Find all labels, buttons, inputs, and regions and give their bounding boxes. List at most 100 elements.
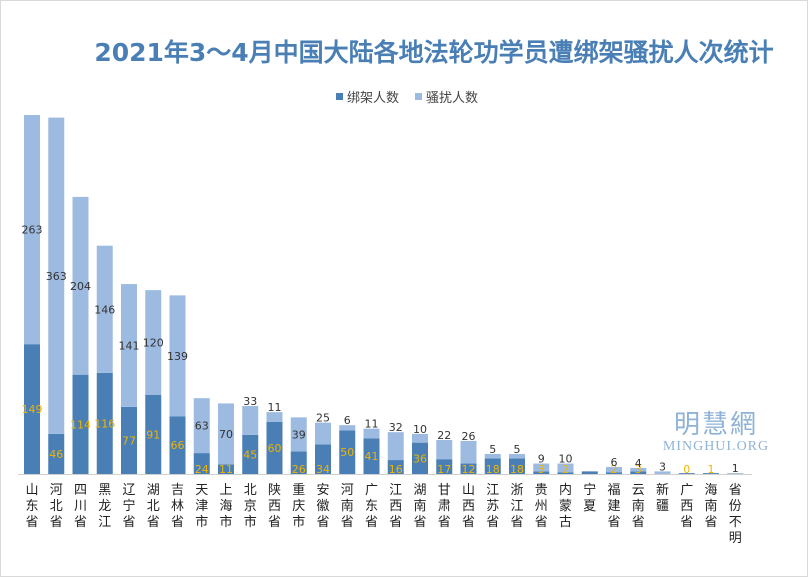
category-label-char: 苏 — [486, 498, 499, 514]
data-label-harassed: 3 — [659, 460, 666, 473]
category-label-char: 市 — [219, 514, 232, 530]
data-label-abducted: 116 — [94, 417, 115, 430]
data-label-abducted: 77 — [122, 434, 136, 447]
category-label-char: 不 — [729, 515, 742, 530]
data-label-abducted: 149 — [22, 403, 43, 416]
bar-harassed — [557, 463, 574, 473]
data-label-harassed: 141 — [119, 339, 140, 352]
category-label-char: 山 — [462, 483, 475, 498]
category-label-char: 西 — [389, 499, 402, 514]
category-label-char: 河 — [341, 483, 354, 498]
data-label-abducted: 11 — [219, 463, 233, 476]
bar-harassed — [145, 290, 162, 395]
category-label-char: 省 — [729, 483, 742, 498]
data-label-harassed: 11 — [268, 401, 282, 414]
bar-harassed — [48, 117, 65, 434]
category-label-char: 黑 — [98, 483, 111, 498]
watermark-cn: 明慧網 — [673, 410, 758, 440]
data-label-harassed: 5 — [489, 443, 496, 456]
category-label-char: 庆 — [292, 499, 305, 514]
bar-harassed — [266, 412, 283, 422]
category-label-char: 湖 — [413, 483, 426, 498]
category-label-char: 省 — [438, 515, 451, 530]
data-label-abducted: 114 — [70, 418, 91, 431]
category-label-char: 北 — [50, 499, 63, 514]
category-label-char: 徽 — [316, 499, 329, 514]
category-label-char: 广 — [680, 483, 693, 498]
bar-abducted — [678, 473, 695, 474]
bar-abducted — [218, 464, 234, 474]
category-label-char: 省 — [389, 515, 402, 530]
data-label-harassed: 1 — [732, 462, 739, 475]
data-label-abducted: 26 — [292, 463, 306, 476]
data-label-abducted: 24 — [195, 463, 209, 476]
category-label-char: 省 — [268, 515, 281, 530]
data-label-abducted: 3 — [635, 463, 642, 476]
data-label-abducted: 45 — [243, 448, 257, 461]
bar-harassed — [96, 245, 113, 373]
data-label-abducted: 12 — [462, 463, 476, 476]
data-label-harassed: 70 — [219, 428, 233, 441]
category-label-char: 省 — [50, 515, 63, 530]
category-label-char: 江 — [389, 483, 402, 498]
data-label-harassed: 9 — [538, 453, 545, 466]
category-label-char: 江 — [510, 499, 523, 514]
category-label-char: 省 — [341, 515, 354, 530]
category-label-char: 新 — [656, 482, 669, 498]
data-label-abducted: 2 — [562, 463, 569, 476]
bar-harassed — [315, 422, 331, 445]
category-label-char: 省 — [74, 515, 87, 530]
category-label-char: 省 — [510, 515, 523, 530]
category-label-char: 省 — [316, 515, 329, 530]
category-label-char: 夏 — [583, 499, 596, 514]
chart-legend: 绑架人数 骚扰人数 — [336, 87, 478, 106]
bar-harassed — [606, 467, 622, 473]
data-label-abducted: 34 — [316, 463, 330, 476]
bar-harassed — [727, 473, 744, 474]
data-label-harassed: 6 — [344, 414, 351, 427]
category-label-char: 川 — [74, 499, 87, 514]
watermark-en: MINGHUI.ORG — [662, 439, 770, 454]
data-label-abducted: 2 — [611, 463, 618, 476]
data-label-abducted: 66 — [171, 439, 185, 452]
category-label-char: 贵 — [535, 483, 548, 498]
data-label-abducted: 3 — [538, 463, 545, 476]
category-label-char: 福 — [607, 483, 620, 498]
category-label-char: 江 — [98, 515, 111, 530]
bar-harassed — [339, 425, 356, 431]
bar-harassed — [460, 440, 477, 464]
bar-abducted — [460, 463, 477, 474]
bar-harassed — [290, 417, 307, 452]
category-label-char: 吉 — [171, 483, 184, 498]
data-label-abducted: 1 — [708, 463, 715, 476]
bar-harassed — [193, 398, 210, 454]
bar-abducted — [145, 394, 162, 474]
category-label-char: 东 — [25, 499, 38, 514]
bar-abducted — [581, 471, 598, 474]
category-label-char: 省 — [680, 515, 693, 530]
data-label-harassed: 26 — [462, 430, 476, 443]
data-label-harassed: 63 — [195, 420, 209, 433]
category-label-char: 省 — [486, 515, 499, 530]
category-label-char: 内 — [559, 482, 572, 498]
data-label-harassed: 25 — [316, 412, 330, 425]
data-label-abducted: 50 — [340, 446, 354, 459]
data-label-harassed: 33 — [243, 395, 257, 408]
category-label-char: 云 — [632, 483, 645, 498]
category-label-char: 浙 — [510, 483, 523, 498]
category-label-char: 京 — [244, 499, 257, 514]
data-label-abducted: 16 — [389, 463, 403, 476]
category-label-char: 肃 — [438, 499, 451, 514]
category-label-char: 省 — [25, 515, 38, 530]
category-label-char: 古 — [559, 515, 572, 530]
data-label-harassed: 6 — [611, 456, 618, 469]
category-label-char: 省 — [413, 515, 426, 530]
bar-abducted — [509, 458, 525, 474]
bar-harassed — [169, 295, 186, 417]
bar-abducted — [484, 458, 501, 474]
bar-harassed — [218, 403, 234, 465]
legend-swatch-abducted — [336, 93, 343, 100]
category-label-char: 建 — [607, 499, 620, 514]
data-label-harassed: 363 — [46, 270, 67, 283]
data-label-abducted: 17 — [437, 463, 451, 476]
